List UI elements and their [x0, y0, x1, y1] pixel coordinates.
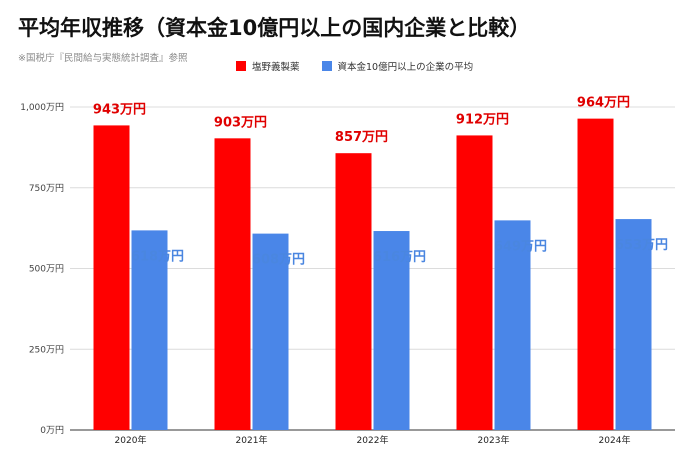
- data-label-series-0: 912万円: [456, 112, 509, 127]
- bar-series-0[interactable]: [335, 153, 372, 430]
- legend-label-series-0: 塩野義製薬: [252, 62, 300, 73]
- bar-series-0[interactable]: [214, 138, 251, 430]
- y-tick-label: 0万円: [40, 425, 64, 436]
- bar-series-1[interactable]: [373, 231, 410, 430]
- x-tick-label: 2022年: [357, 434, 389, 446]
- bar-series-0[interactable]: [456, 135, 493, 430]
- data-label-series-1: 608万円: [252, 253, 305, 268]
- chart-source-note: ※国税庁『民間給与実態統計調査』参照: [18, 53, 188, 64]
- data-label-series-1: 653万円: [615, 238, 668, 253]
- x-tick-label: 2021年: [236, 434, 268, 446]
- bar-series-0[interactable]: [93, 125, 130, 430]
- x-tick-label: 2024年: [599, 434, 631, 446]
- bar-series-0[interactable]: [577, 118, 614, 431]
- chart-title: 平均年収推移（資本金10億円以上の国内企業と比較）: [18, 16, 531, 40]
- bar-series-1[interactable]: [131, 230, 168, 430]
- legend: 塩野義製薬 資本金10億円以上の企業の平均: [236, 59, 495, 73]
- legend-item-series-1[interactable]: 資本金10億円以上の企業の平均: [321, 59, 474, 73]
- legend-swatch-series-0: [236, 61, 246, 71]
- data-label-series-0: 964万円: [577, 96, 630, 111]
- x-tick-label: 2020年: [115, 434, 147, 446]
- bar-series-1[interactable]: [615, 219, 652, 430]
- legend-swatch-series-1: [321, 61, 332, 71]
- data-label-series-0: 903万円: [214, 115, 267, 130]
- x-tick-label: 2023年: [478, 434, 510, 446]
- data-label-series-1: 618万円: [131, 249, 184, 264]
- legend-item-series-0[interactable]: 塩野義製薬: [236, 59, 300, 73]
- bar-series-1[interactable]: [494, 220, 531, 430]
- y-tick-label: 1,000万円: [20, 102, 64, 113]
- data-label-series-1: 649万円: [494, 239, 547, 254]
- y-tick-label: 500万円: [29, 264, 64, 275]
- y-tick-label: 750万円: [29, 183, 64, 194]
- data-label-series-0: 857万円: [335, 130, 388, 145]
- legend-label-series-1: 資本金10億円以上の企業の平均: [337, 62, 474, 73]
- data-label-series-0: 943万円: [93, 102, 146, 117]
- y-tick-label: 250万円: [29, 344, 64, 355]
- data-label-series-1: 616万円: [373, 250, 426, 265]
- bar-series-1[interactable]: [252, 233, 289, 430]
